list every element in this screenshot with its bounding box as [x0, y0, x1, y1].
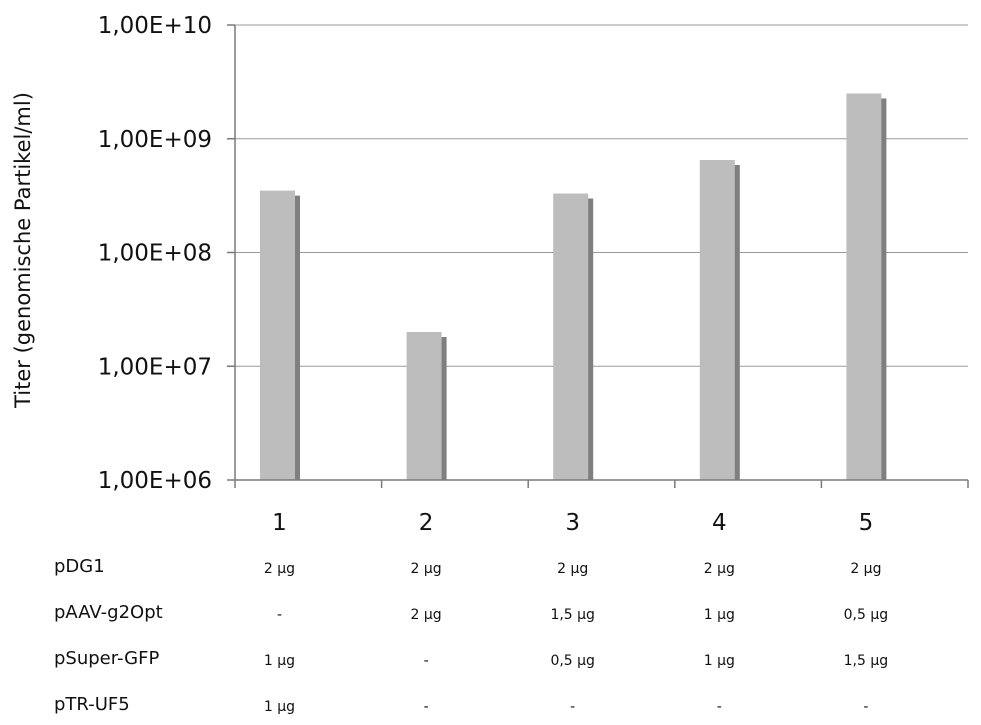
table-cell: - — [424, 653, 429, 669]
bar-2 — [406, 332, 442, 480]
x-tick-label: 4 — [712, 510, 727, 536]
table-cell: - — [570, 699, 575, 715]
x-tick-label: 5 — [859, 510, 874, 536]
bar-shadow — [440, 337, 447, 480]
table-cell: 2 µg — [850, 561, 881, 577]
table-cell: 1 µg — [704, 607, 735, 623]
bar-1 — [260, 190, 295, 481]
table-row-label: pSuper-GFP — [54, 648, 159, 669]
y-tick-labels: 1,00E+06 1,00E+07 1,00E+08 1,00E+09 1,00E+10 — [98, 13, 212, 494]
table-cell: 0,5 µg — [844, 607, 889, 623]
bar-shadow — [880, 98, 887, 481]
table-cell: - — [863, 699, 868, 715]
table-cell: 2 µg — [704, 561, 735, 577]
y-tick-label: 1,00E+08 — [98, 241, 212, 267]
y-tick-label: 1,00E+10 — [98, 13, 212, 39]
table-cell: - — [717, 699, 722, 715]
bar-shadow — [587, 198, 594, 480]
table-cell: 2 µg — [264, 561, 295, 577]
y-tick-label: 1,00E+07 — [98, 354, 212, 380]
table-row-label: pDG1 — [54, 556, 105, 577]
plasmid-table: pDG1 2 µg 2 µg 2 µg 2 µg 2 µg pAAV-g2Opt - 2 µg 1… — [54, 556, 888, 715]
table-cell: - — [424, 699, 429, 715]
table-cell: 0,5 µg — [550, 653, 595, 669]
x-tick-label: 2 — [419, 510, 434, 536]
bar-4 — [699, 160, 735, 480]
table-cell: 2 µg — [411, 607, 442, 623]
table-row-label: pAAV-g2Opt — [54, 602, 163, 623]
table-cell: 1 µg — [264, 653, 295, 669]
table-cell: 2 µg — [557, 561, 588, 577]
x-tick-label: 1 — [272, 510, 287, 536]
table-cell: 1 µg — [704, 653, 735, 669]
table-cell: 1,5 µg — [550, 607, 595, 623]
table-cell: 2 µg — [411, 561, 442, 577]
table-cell: - — [277, 607, 282, 623]
bars-layer — [260, 93, 887, 481]
table-row-label: pTR-UF5 — [54, 694, 130, 715]
table-cell: 1,5 µg — [844, 653, 889, 669]
y-tick-label: 1,00E+06 — [98, 468, 212, 494]
y-axis-title: Titer (genomische Partikel/ml) — [11, 92, 35, 409]
grid-layer — [235, 24, 968, 367]
bar-5 — [846, 93, 882, 481]
bar-shadow — [733, 165, 740, 480]
x-tick-label: 3 — [565, 510, 580, 536]
table-cell: 1 µg — [264, 699, 295, 715]
bar-3 — [553, 193, 589, 480]
axes-layer — [227, 24, 969, 488]
bar-shadow — [294, 195, 300, 481]
y-tick-label: 1,00E+09 — [98, 127, 212, 153]
x-tick-labels: 1 2 3 4 5 — [272, 510, 873, 536]
